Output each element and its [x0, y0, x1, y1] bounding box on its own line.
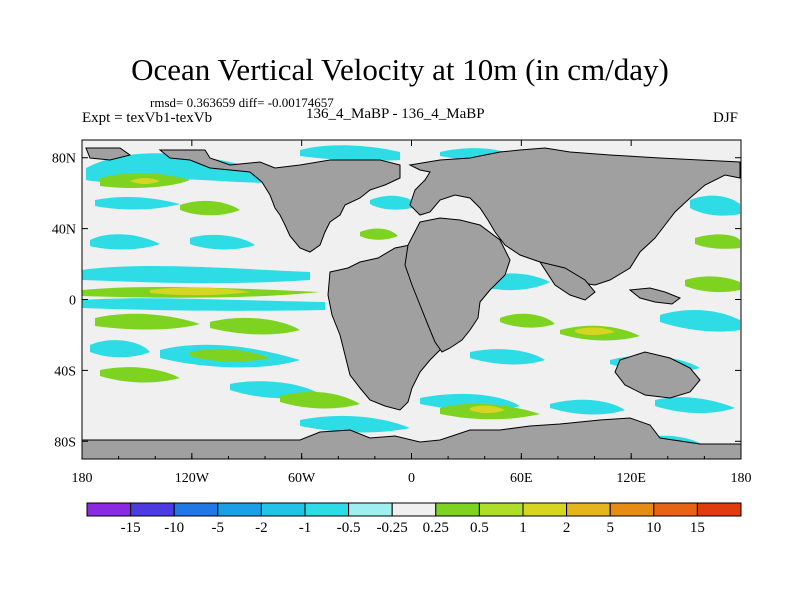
land-maritime-continent: [628, 287, 682, 305]
x-tick-label: 180: [72, 471, 93, 486]
colorbar-swatch: [522, 502, 568, 517]
colorbar-swatch: [566, 502, 611, 517]
colorbar-swatch: [696, 502, 742, 517]
land-africa: [404, 217, 511, 353]
colorbar-swatch: [653, 502, 698, 517]
colorbar-label: -1: [299, 520, 312, 536]
contour-band: [360, 228, 398, 240]
land-antarctica: [82, 417, 741, 459]
colorbar-label: 0.5: [470, 520, 489, 536]
colorbar-label: 5: [606, 520, 614, 536]
land-eurasia: [408, 147, 741, 286]
contour-band: [685, 276, 740, 293]
colorbar-label: -2: [255, 520, 268, 536]
contour-band: [95, 196, 180, 210]
contour-band: [500, 313, 555, 328]
colorbar-swatch: [304, 502, 350, 517]
colorbar-swatch: [86, 502, 132, 517]
contour-band: [82, 266, 310, 284]
chart-title: Ocean Vertical Velocity at 10m (in cm/da…: [131, 52, 669, 87]
contour-band: [190, 234, 255, 250]
y-tick-label: 40N: [52, 223, 76, 238]
contour-band: [575, 327, 615, 335]
colorbar-swatch: [217, 502, 262, 517]
contour-band: [90, 340, 150, 358]
y-tick-label: 0: [69, 294, 76, 309]
x-tick-label: 60W: [288, 471, 316, 486]
colorbar-label: -5: [212, 520, 225, 536]
contour-band: [690, 195, 740, 216]
colorbar-swatch: [391, 502, 437, 517]
y-tick-label: 80S: [54, 435, 76, 450]
season-label: DJF: [713, 110, 739, 126]
land-australia: [614, 351, 701, 399]
contour-band: [180, 200, 240, 216]
contour-band: [300, 145, 400, 161]
contour-band: [90, 234, 160, 250]
colorbar-swatch: [348, 502, 393, 517]
contour-band: [655, 397, 735, 414]
land-north-america: [158, 149, 401, 253]
x-tick-label: 0: [408, 471, 415, 486]
colorbar-swatch: [609, 502, 655, 517]
colorbar-label: -0.25: [377, 520, 408, 536]
contour-band: [95, 313, 200, 330]
colorbar-swatch: [260, 502, 306, 517]
case-label: 136_4_MaBP - 136_4_MaBP: [306, 106, 485, 122]
x-axis: 180 120W 60W 0 60E 120E 180: [72, 140, 752, 486]
contour-band: [300, 415, 410, 433]
colorbar-label: -10: [164, 520, 184, 536]
x-tick-label: 120E: [616, 471, 646, 486]
land-arctic-islands: [85, 147, 132, 161]
colorbar-label: 10: [646, 520, 661, 536]
colorbar-swatch: [435, 502, 480, 517]
contour-band: [370, 195, 420, 210]
x-tick-label: 180: [731, 471, 752, 486]
contour-band: [470, 349, 545, 365]
colorbar: -15 -10 -5 -2 -1 -0.5 -0.25 0.25 0.5 1 2 5 10 15: [86, 502, 742, 536]
colorbar-swatch: [130, 502, 175, 517]
contour-band: [190, 349, 270, 362]
experiment-label: Expt = texVb1-texVb: [82, 110, 213, 126]
contour-band: [100, 367, 180, 383]
contour-band: [150, 287, 250, 296]
y-axis: 80N 40N 0 40S 80S: [52, 152, 741, 450]
contour-band: [695, 234, 740, 249]
colorbar-swatch: [478, 502, 524, 517]
contour-band: [82, 298, 325, 311]
colorbar-label: 0.25: [423, 520, 449, 536]
contour-band: [470, 405, 505, 413]
colorbar-label: 1: [519, 520, 527, 536]
contour-band: [280, 391, 360, 409]
colorbar-label: 15: [690, 520, 705, 536]
y-tick-label: 80N: [52, 152, 76, 167]
contour-band: [550, 399, 625, 415]
contour-band: [660, 309, 740, 332]
colorbar-label: 2: [563, 520, 571, 536]
land-south-asia: [538, 261, 596, 301]
contour-band: [130, 178, 160, 184]
colorbar-swatch: [173, 502, 219, 517]
x-tick-label: 60E: [510, 471, 533, 486]
rmsd-stats: rmsd= 0.363659 diff= -0.00174657: [150, 95, 334, 110]
colorbar-label: -0.5: [337, 520, 361, 536]
land-mask: [82, 147, 741, 459]
contour-band: [210, 317, 300, 335]
colorbar-label: -15: [121, 520, 141, 536]
y-tick-label: 40S: [54, 364, 76, 379]
x-tick-label: 120W: [175, 471, 210, 486]
